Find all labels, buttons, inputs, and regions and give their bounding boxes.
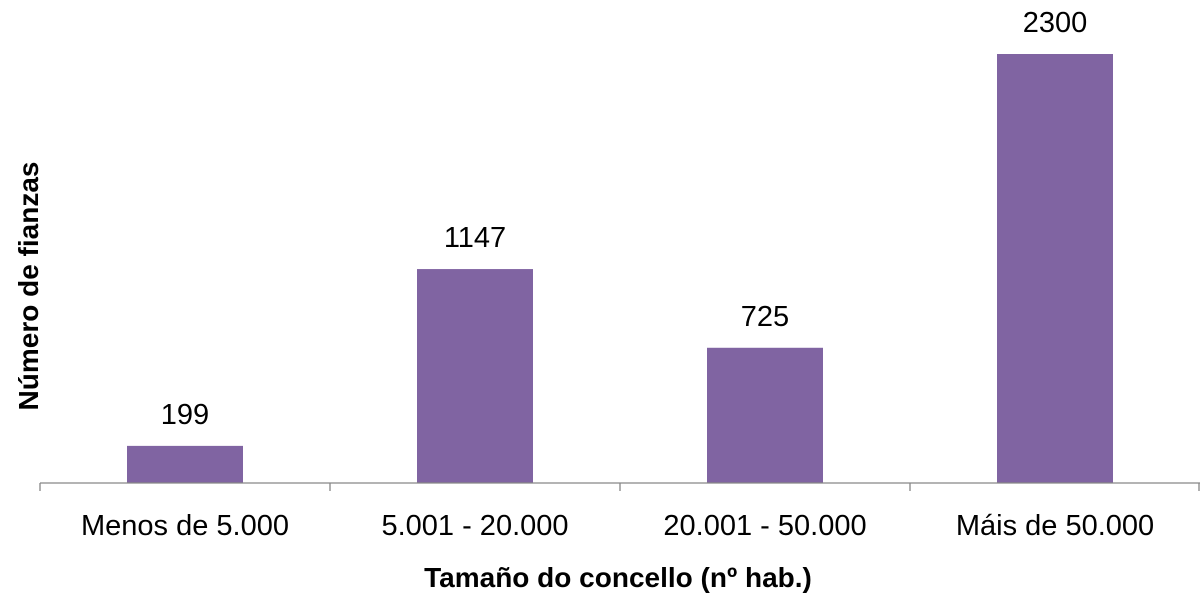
x-tick-label-4: Máis de 50.000	[956, 510, 1154, 542]
x-tick-label-3: 20.001 - 50.000	[663, 510, 866, 542]
bar-3	[707, 347, 823, 483]
x-axis-title: Tamaño do concello (nº hab.)	[424, 562, 812, 593]
x-tick-label-2: 5.001 - 20.000	[381, 510, 568, 542]
bar-1	[127, 445, 243, 483]
data-label-1: 199	[161, 399, 209, 431]
data-label-2: 1147	[444, 222, 506, 254]
x-axis-ticks	[39, 483, 1200, 491]
x-axis-tick-labels: Menos de 5.000 5.001 - 20.000 20.001 - 50.…	[81, 510, 1154, 542]
data-label-3: 725	[741, 301, 789, 333]
x-tick-label-1: Menos de 5.000	[81, 510, 289, 542]
bars-layer	[127, 54, 1113, 483]
y-axis-title: Número de fianzas	[13, 162, 44, 411]
data-label-4: 2300	[1023, 7, 1088, 39]
bar-2	[417, 269, 533, 483]
data-labels-layer: 199 1147 725 2300	[161, 7, 1087, 431]
bar-4	[997, 54, 1113, 483]
